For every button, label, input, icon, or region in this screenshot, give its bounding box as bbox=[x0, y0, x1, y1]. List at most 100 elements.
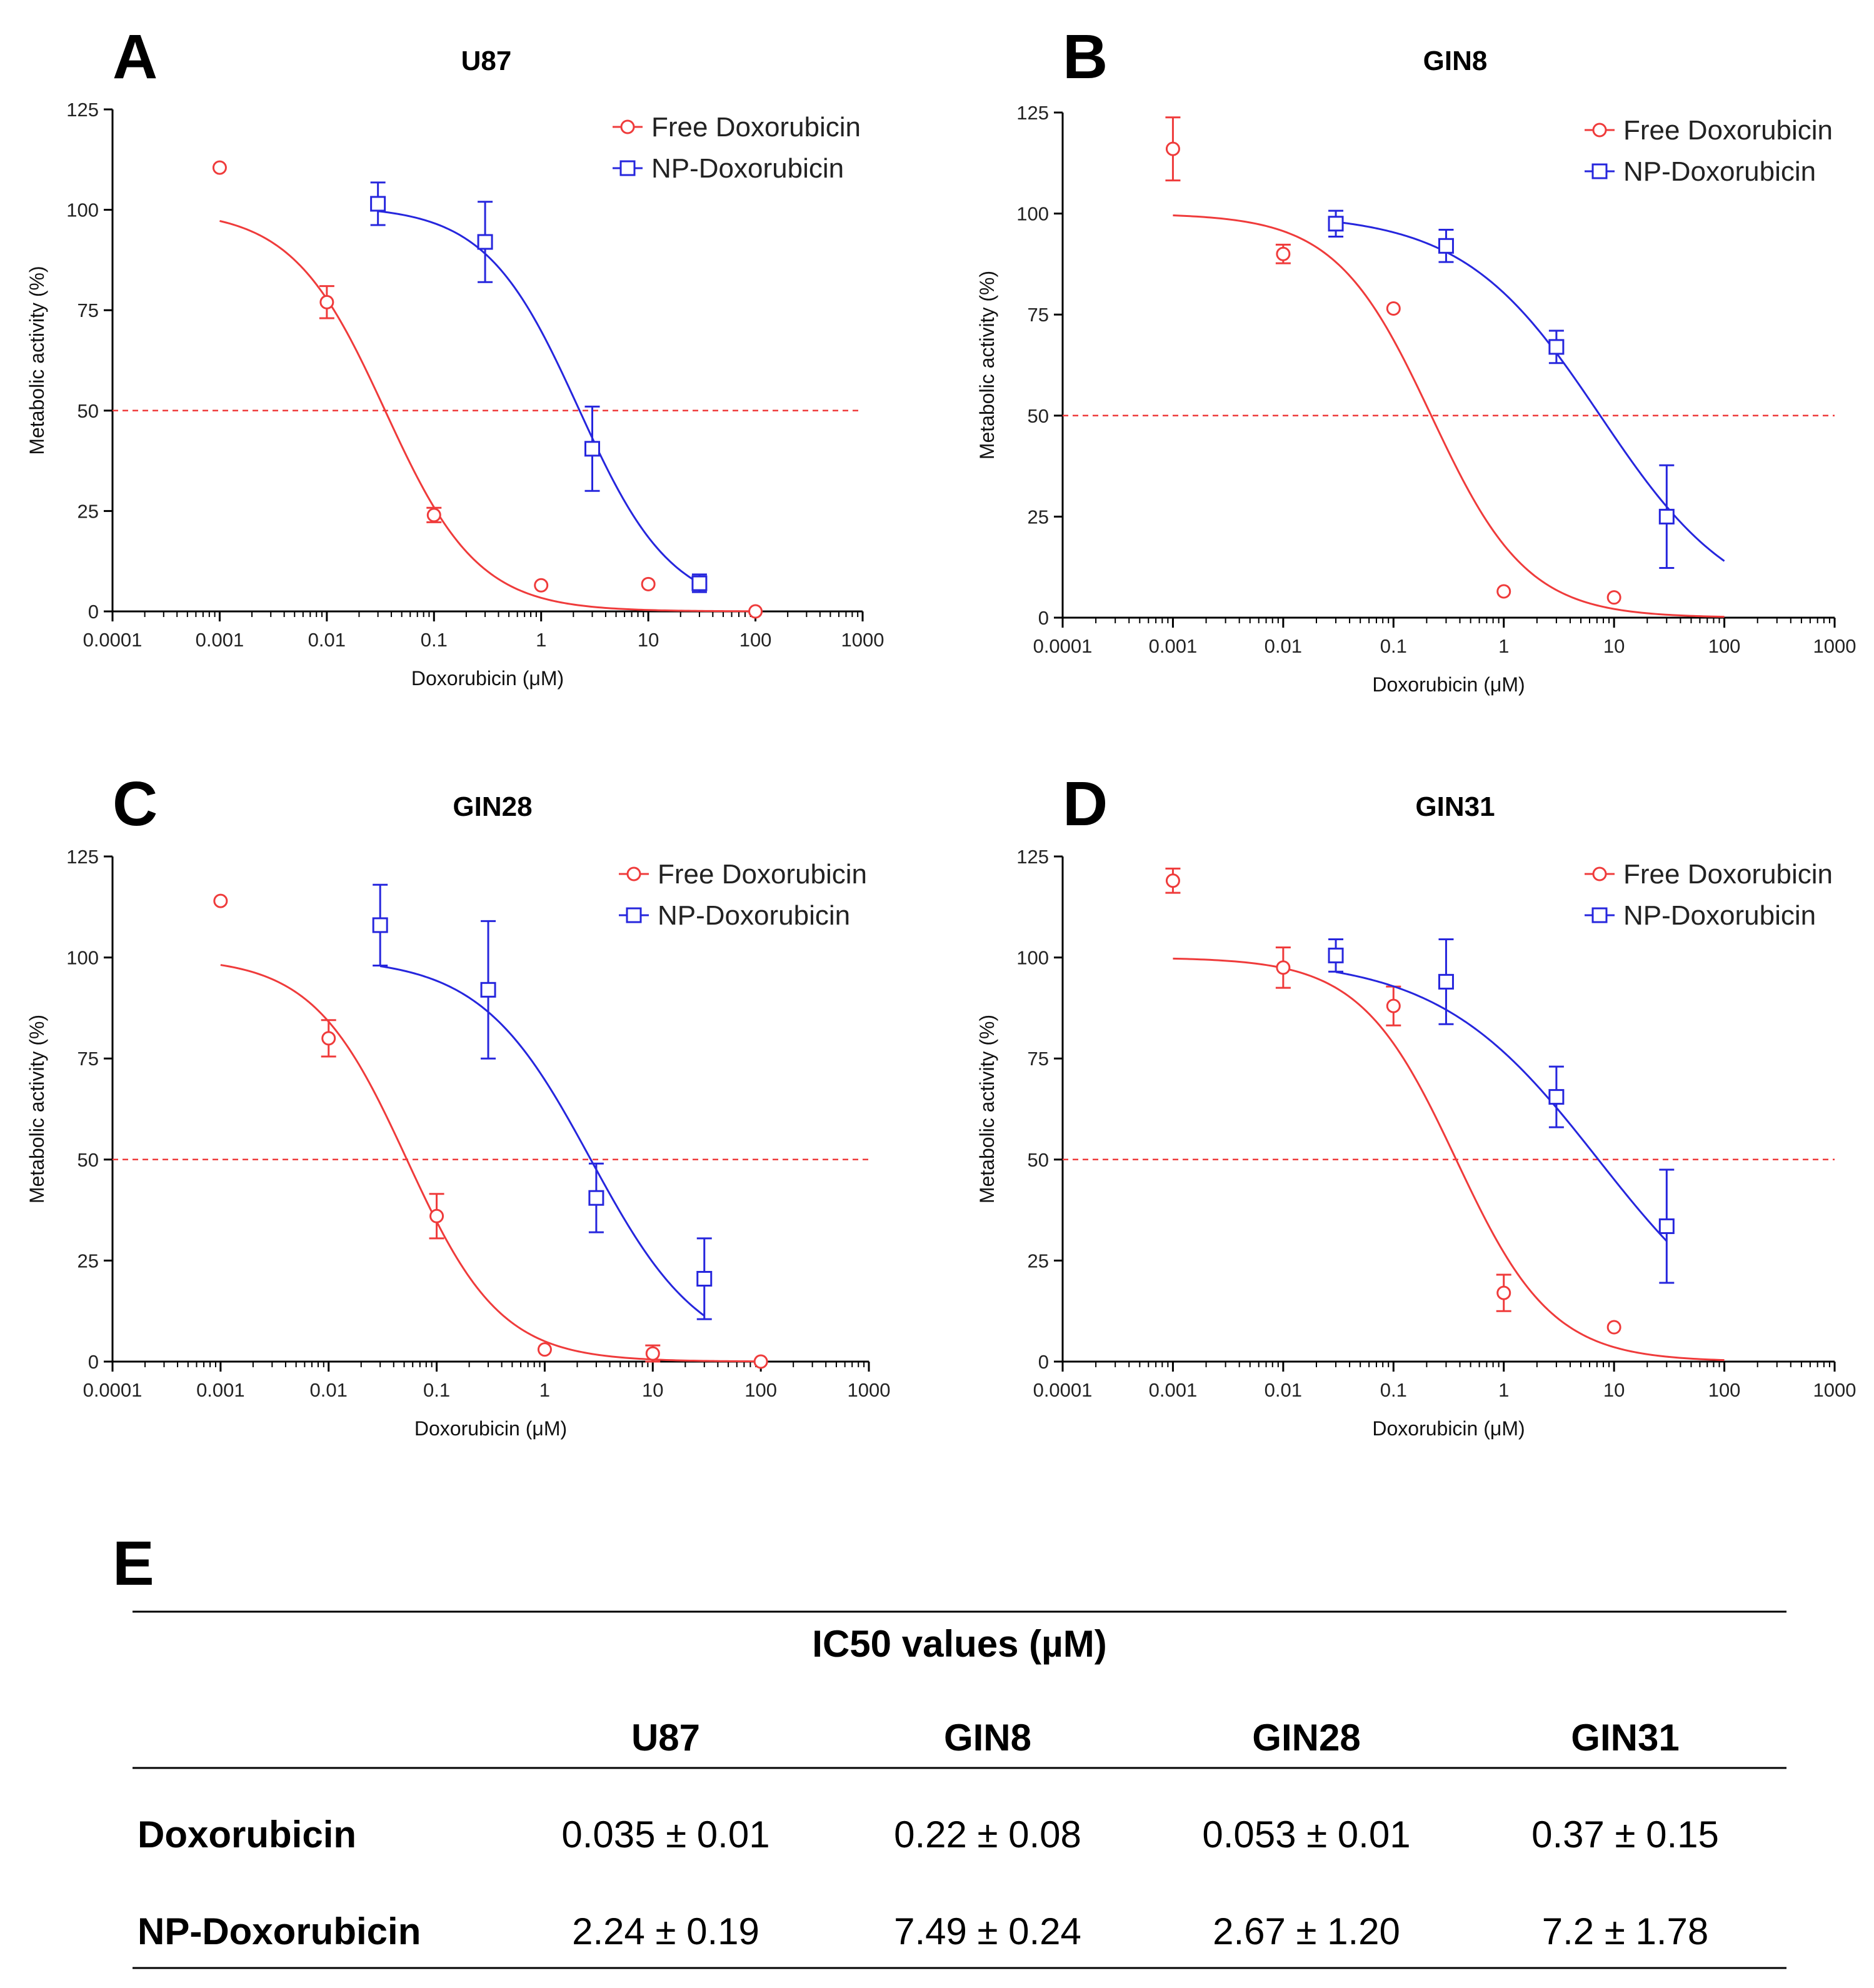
y-tick-label: 125 bbox=[66, 846, 99, 868]
data-point bbox=[321, 1031, 336, 1046]
panel-d: D GIN31 0 25 50 75 100 125 0.0001 0.001 0.01 0.1 1… bbox=[976, 769, 1856, 1440]
x-tick-label: 0.01 bbox=[308, 629, 346, 651]
y-tick-label: 75 bbox=[1028, 1048, 1049, 1070]
y-tick-label: 0 bbox=[88, 1351, 99, 1373]
y-tick-label: 25 bbox=[1028, 1250, 1049, 1272]
data-point bbox=[537, 1342, 552, 1357]
data-point bbox=[1328, 947, 1344, 963]
y-tick-label: 100 bbox=[1016, 203, 1049, 225]
fit-curve bbox=[1335, 221, 1725, 562]
legend-item: NP-Doxorubicin bbox=[1585, 900, 1816, 931]
row-label: Doxorubicin bbox=[138, 1814, 356, 1855]
x-tick-label: 10 bbox=[1603, 1379, 1625, 1401]
y-tick-label: 100 bbox=[66, 199, 99, 221]
y-tick-label: 125 bbox=[66, 99, 99, 121]
x-tick-label: 10 bbox=[642, 1379, 663, 1401]
data-point bbox=[534, 578, 549, 593]
data-point bbox=[1328, 216, 1344, 232]
chart-title: U87 bbox=[461, 46, 512, 76]
legend-item: NP-Doxorubicin bbox=[613, 153, 844, 184]
x-tick-label: 100 bbox=[744, 1379, 777, 1401]
data-point bbox=[1658, 508, 1675, 525]
y-axis-label: Metabolic activity (%) bbox=[26, 1015, 48, 1203]
table-cell: 2.24 ± 0.19 bbox=[572, 1910, 759, 1952]
legend-marker bbox=[1592, 123, 1607, 138]
data-point bbox=[1276, 246, 1291, 261]
table-cell: 2.67 ± 1.20 bbox=[1213, 1910, 1400, 1952]
legend-marker bbox=[1591, 163, 1608, 179]
data-point bbox=[748, 604, 763, 619]
ic50-table: E IC50 values (µM) U87 GIN8 GIN28 GIN31 … bbox=[113, 1529, 1786, 1969]
data-point bbox=[753, 1354, 768, 1369]
chart-plot: 0 25 50 75 100 125 0.0001 0.001 0.01 0.1 1 10 100 100… bbox=[26, 99, 884, 690]
y-tick-label: 25 bbox=[1028, 506, 1049, 528]
data-point bbox=[1496, 1285, 1511, 1300]
y-tick-label: 125 bbox=[1016, 102, 1049, 124]
x-tick-label: 1000 bbox=[841, 629, 884, 651]
panel-b: B GIN8 0 25 50 75 100 125 0.0001 0.001 0.01 0.1 1 1… bbox=[976, 22, 1856, 696]
legend-label: NP-Doxorubicin bbox=[651, 153, 844, 184]
x-tick-label: 0.001 bbox=[196, 629, 244, 651]
y-tick-label: 50 bbox=[1028, 1149, 1049, 1171]
x-tick-label: 100 bbox=[1708, 635, 1741, 657]
column-header: GIN31 bbox=[1571, 1717, 1679, 1759]
table-cell: 0.053 ± 0.01 bbox=[1202, 1814, 1410, 1855]
y-tick-label: 0 bbox=[1038, 1351, 1049, 1373]
data-point bbox=[1386, 301, 1401, 316]
legend: Free Doxorubicin NP-Doxorubicin bbox=[1585, 115, 1833, 187]
data-point bbox=[429, 1208, 444, 1223]
y-axis-label: Metabolic activity (%) bbox=[976, 1015, 998, 1203]
data-point bbox=[696, 1270, 713, 1287]
legend-marker bbox=[1592, 866, 1607, 881]
x-tick-label: 1 bbox=[539, 1379, 550, 1401]
x-tick-label: 1000 bbox=[1813, 635, 1856, 657]
y-tick-label: 100 bbox=[1016, 947, 1049, 969]
y-tick-label: 25 bbox=[78, 1250, 99, 1272]
data-point bbox=[1165, 873, 1180, 888]
legend-marker bbox=[1591, 907, 1608, 923]
data-point bbox=[645, 1346, 660, 1361]
x-tick-label: 0.1 bbox=[421, 629, 448, 651]
data-point bbox=[212, 160, 227, 175]
x-tick-label: 0.1 bbox=[1380, 1379, 1407, 1401]
chart-plot: 0 25 50 75 100 125 0.0001 0.001 0.01 0.1 1 10 100 100… bbox=[976, 846, 1856, 1440]
column-header: U87 bbox=[631, 1717, 700, 1759]
x-tick-label: 0.0001 bbox=[1033, 1379, 1093, 1401]
table-cell: 0.37 ± 0.15 bbox=[1531, 1814, 1719, 1855]
legend-label: Free Doxorubicin bbox=[658, 859, 867, 890]
y-tick-label: 75 bbox=[1028, 304, 1049, 326]
legend-label: NP-Doxorubicin bbox=[1623, 156, 1816, 187]
x-axis-label: Doxorubicin (μM) bbox=[414, 1417, 567, 1440]
x-tick-label: 0.0001 bbox=[1033, 635, 1093, 657]
table-cell: 7.49 ± 0.24 bbox=[894, 1910, 1081, 1952]
legend-marker bbox=[626, 907, 642, 923]
column-header: GIN28 bbox=[1252, 1717, 1360, 1759]
data-point bbox=[1438, 238, 1454, 254]
y-axis-label: Metabolic activity (%) bbox=[26, 266, 48, 454]
data-point bbox=[1496, 584, 1511, 599]
column-header: GIN8 bbox=[944, 1717, 1031, 1759]
x-tick-label: 0.0001 bbox=[83, 629, 143, 651]
legend: Free Doxorubicin NP-Doxorubicin bbox=[1585, 859, 1833, 931]
x-tick-label: 0.001 bbox=[1149, 635, 1198, 657]
panel-letter: D bbox=[1063, 769, 1108, 839]
x-tick-label: 0.01 bbox=[1265, 1379, 1302, 1401]
legend: Free Doxorubicin NP-Doxorubicin bbox=[613, 112, 861, 184]
x-tick-label: 0.1 bbox=[423, 1379, 450, 1401]
legend-label: Free Doxorubicin bbox=[1623, 115, 1833, 146]
legend-item: Free Doxorubicin bbox=[619, 859, 867, 890]
legend-label: Free Doxorubicin bbox=[651, 112, 861, 143]
data-point bbox=[370, 196, 386, 212]
y-tick-label: 25 bbox=[78, 500, 99, 522]
data-point bbox=[1548, 1089, 1565, 1105]
panel-c: C GIN28 0 25 50 75 100 125 0.0001 0.001 0.01 0.1 1… bbox=[26, 769, 890, 1440]
data-point bbox=[691, 575, 708, 591]
data-point bbox=[477, 234, 493, 250]
chart-title: GIN28 bbox=[453, 791, 532, 822]
x-tick-label: 10 bbox=[1603, 635, 1625, 657]
data-point bbox=[480, 981, 496, 998]
data-point bbox=[588, 1190, 604, 1206]
data-point bbox=[1386, 998, 1401, 1013]
y-tick-label: 50 bbox=[1028, 405, 1049, 427]
data-point bbox=[584, 441, 601, 457]
